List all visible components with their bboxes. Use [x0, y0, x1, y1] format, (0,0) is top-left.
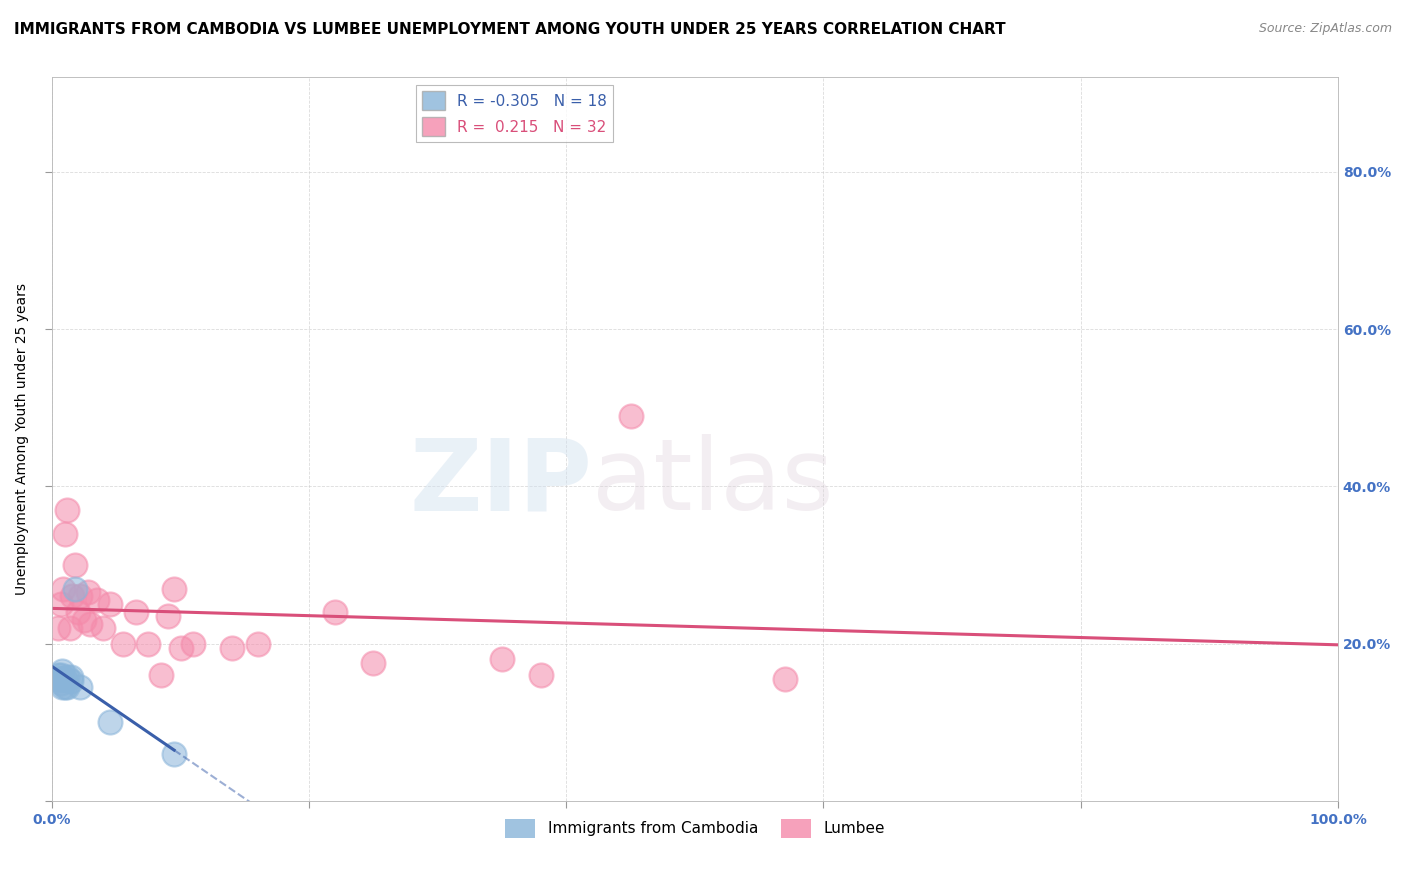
- Point: [73, 613, 96, 627]
- Point: [221, 640, 243, 655]
- Point: [49, 597, 72, 611]
- Point: [51, 664, 73, 678]
- Point: [46, 621, 69, 635]
- Point: [246, 637, 269, 651]
- Point: [363, 657, 385, 671]
- Point: [491, 652, 513, 666]
- Text: ZIP: ZIP: [409, 434, 592, 531]
- Point: [60, 670, 83, 684]
- Point: [56, 503, 79, 517]
- Point: [49, 668, 72, 682]
- Point: [53, 672, 76, 686]
- Point: [56, 680, 79, 694]
- Point: [59, 621, 82, 635]
- Point: [93, 621, 115, 635]
- Point: [52, 582, 75, 596]
- Point: [98, 715, 121, 730]
- Point: [169, 640, 191, 655]
- Point: [138, 637, 160, 651]
- Point: [51, 680, 73, 694]
- Point: [46, 672, 69, 686]
- Point: [53, 526, 76, 541]
- Point: [620, 409, 643, 423]
- Point: [150, 668, 173, 682]
- Point: [46, 668, 69, 682]
- Point: [156, 609, 179, 624]
- Point: [49, 676, 72, 690]
- Point: [183, 637, 205, 651]
- Point: [51, 672, 73, 686]
- Point: [529, 668, 551, 682]
- Text: atlas: atlas: [592, 434, 834, 531]
- Y-axis label: Unemployment Among Youth under 25 years: Unemployment Among Youth under 25 years: [15, 283, 30, 595]
- Point: [69, 680, 91, 694]
- Point: [62, 590, 84, 604]
- Point: [98, 597, 121, 611]
- Point: [773, 672, 796, 686]
- Point: [79, 616, 101, 631]
- Point: [86, 593, 108, 607]
- Point: [124, 605, 146, 619]
- Point: [63, 558, 86, 572]
- Point: [111, 637, 134, 651]
- Point: [66, 605, 89, 619]
- Point: [163, 747, 186, 761]
- Point: [56, 670, 79, 684]
- Text: IMMIGRANTS FROM CAMBODIA VS LUMBEE UNEMPLOYMENT AMONG YOUTH UNDER 25 YEARS CORRE: IMMIGRANTS FROM CAMBODIA VS LUMBEE UNEMP…: [14, 22, 1005, 37]
- Point: [163, 582, 186, 596]
- Point: [77, 585, 100, 599]
- Point: [69, 590, 91, 604]
- Point: [323, 605, 346, 619]
- Text: Source: ZipAtlas.com: Source: ZipAtlas.com: [1258, 22, 1392, 36]
- Point: [49, 672, 72, 686]
- Point: [60, 674, 83, 689]
- Point: [63, 582, 86, 596]
- Point: [53, 680, 76, 694]
- Legend: Immigrants from Cambodia, Lumbee: Immigrants from Cambodia, Lumbee: [499, 813, 891, 844]
